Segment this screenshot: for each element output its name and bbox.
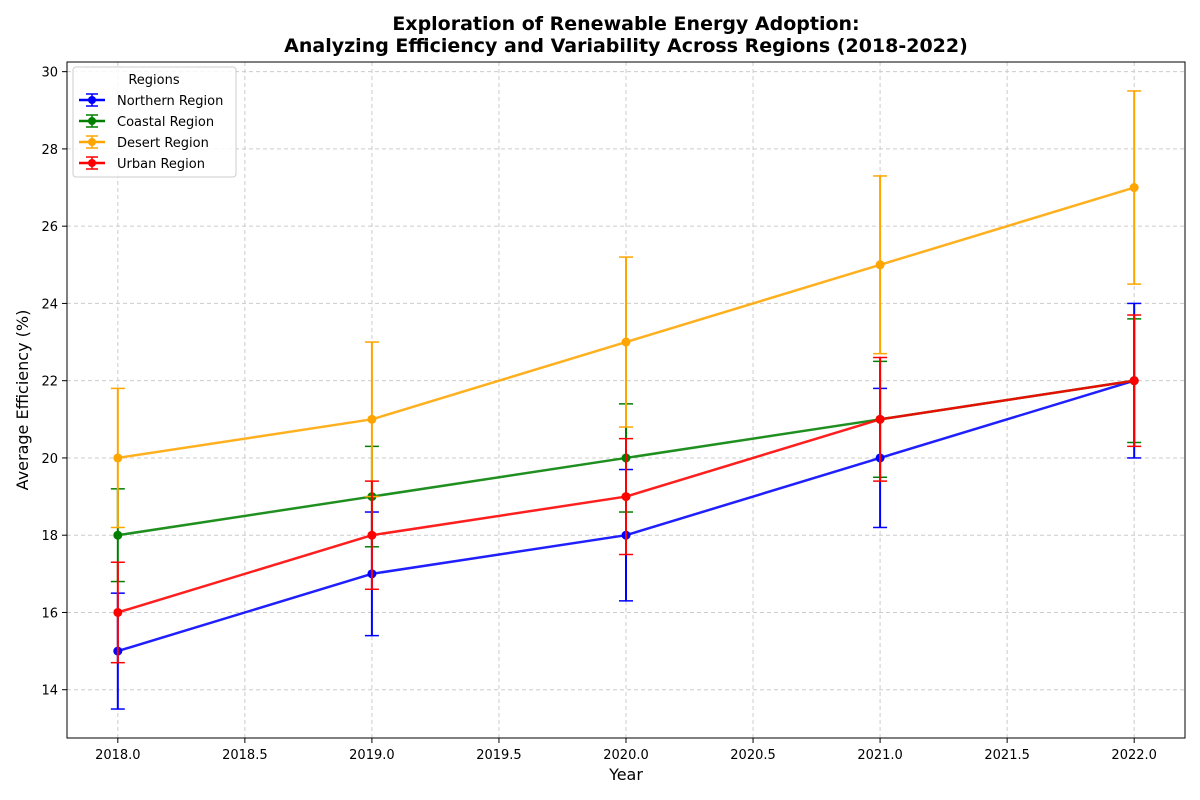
x-axis-label: Year bbox=[608, 765, 643, 784]
legend-label: Coastal Region bbox=[117, 115, 214, 130]
legend-swatch-marker bbox=[88, 159, 96, 167]
x-tick-label: 2020.5 bbox=[730, 748, 776, 763]
series-desert-region bbox=[110, 90, 1142, 529]
y-tick-label: 28 bbox=[41, 143, 58, 158]
y-tick-label: 24 bbox=[41, 297, 58, 312]
series-layer bbox=[110, 90, 1142, 710]
y-tick-label: 22 bbox=[41, 375, 58, 390]
data-point-desert-region bbox=[1129, 183, 1139, 193]
legend: Regions Northern Region Coastal Region Des… bbox=[72, 66, 237, 178]
legend-title: Regions bbox=[128, 73, 180, 88]
legend-label: Desert Region bbox=[117, 136, 209, 151]
legend-entry-urban-region: Urban Region bbox=[79, 156, 205, 172]
data-point-desert-region bbox=[875, 260, 885, 270]
data-point-urban-region bbox=[1129, 376, 1139, 386]
legend-swatch-marker bbox=[88, 96, 96, 104]
data-point-desert-region bbox=[113, 453, 123, 463]
y-tick-label: 14 bbox=[41, 684, 58, 699]
data-point-urban-region bbox=[875, 414, 885, 424]
data-point-urban-region bbox=[367, 530, 377, 540]
legend-box bbox=[72, 66, 237, 178]
legend-swatch-marker bbox=[88, 138, 96, 146]
x-tick-label: 2022.0 bbox=[1111, 748, 1157, 763]
legend-entry-coastal-region: Coastal Region bbox=[79, 114, 214, 130]
y-tick-label: 18 bbox=[41, 529, 58, 544]
y-tick-label: 20 bbox=[41, 452, 58, 467]
y-tick-label: 16 bbox=[41, 606, 58, 621]
data-point-desert-region bbox=[621, 337, 631, 347]
legend-entry-northern-region: Northern Region bbox=[79, 93, 223, 109]
series-urban-region bbox=[110, 314, 1142, 664]
legend-label: Urban Region bbox=[117, 157, 205, 172]
x-tick-label: 2019.5 bbox=[476, 748, 522, 763]
y-tick-label: 30 bbox=[41, 66, 58, 81]
x-tick-label: 2018.0 bbox=[95, 748, 141, 763]
x-tick-label: 2020.0 bbox=[603, 748, 649, 763]
x-axis-ticks: 2018.0 2018.5 2019.0 2019.5 2020.0 2020.5 2021… bbox=[95, 738, 1157, 763]
x-tick-label: 2021.5 bbox=[984, 748, 1030, 763]
y-axis-label: Average Efficiency (%) bbox=[13, 310, 32, 491]
x-tick-label: 2018.5 bbox=[222, 748, 268, 763]
chart-title: Exploration of Renewable Energy Adoption… bbox=[392, 13, 859, 35]
legend-entries: Northern Region Coastal Region Desert Regi… bbox=[79, 93, 223, 172]
data-point-urban-region bbox=[621, 492, 631, 502]
x-tick-label: 2019.0 bbox=[349, 748, 395, 763]
legend-swatch-marker bbox=[88, 117, 96, 125]
legend-label: Northern Region bbox=[117, 94, 223, 109]
data-point-coastal-region bbox=[113, 530, 123, 540]
data-point-desert-region bbox=[367, 414, 377, 424]
data-point-urban-region bbox=[113, 607, 123, 617]
y-tick-label: 26 bbox=[41, 220, 58, 235]
y-axis-ticks: 14 16 18 20 22 24 26 28 30 bbox=[41, 66, 67, 699]
x-tick-label: 2021.0 bbox=[857, 748, 903, 763]
chart-subtitle: Analyzing Efficiency and Variability Acr… bbox=[284, 35, 968, 57]
legend-entry-desert-region: Desert Region bbox=[79, 135, 209, 151]
